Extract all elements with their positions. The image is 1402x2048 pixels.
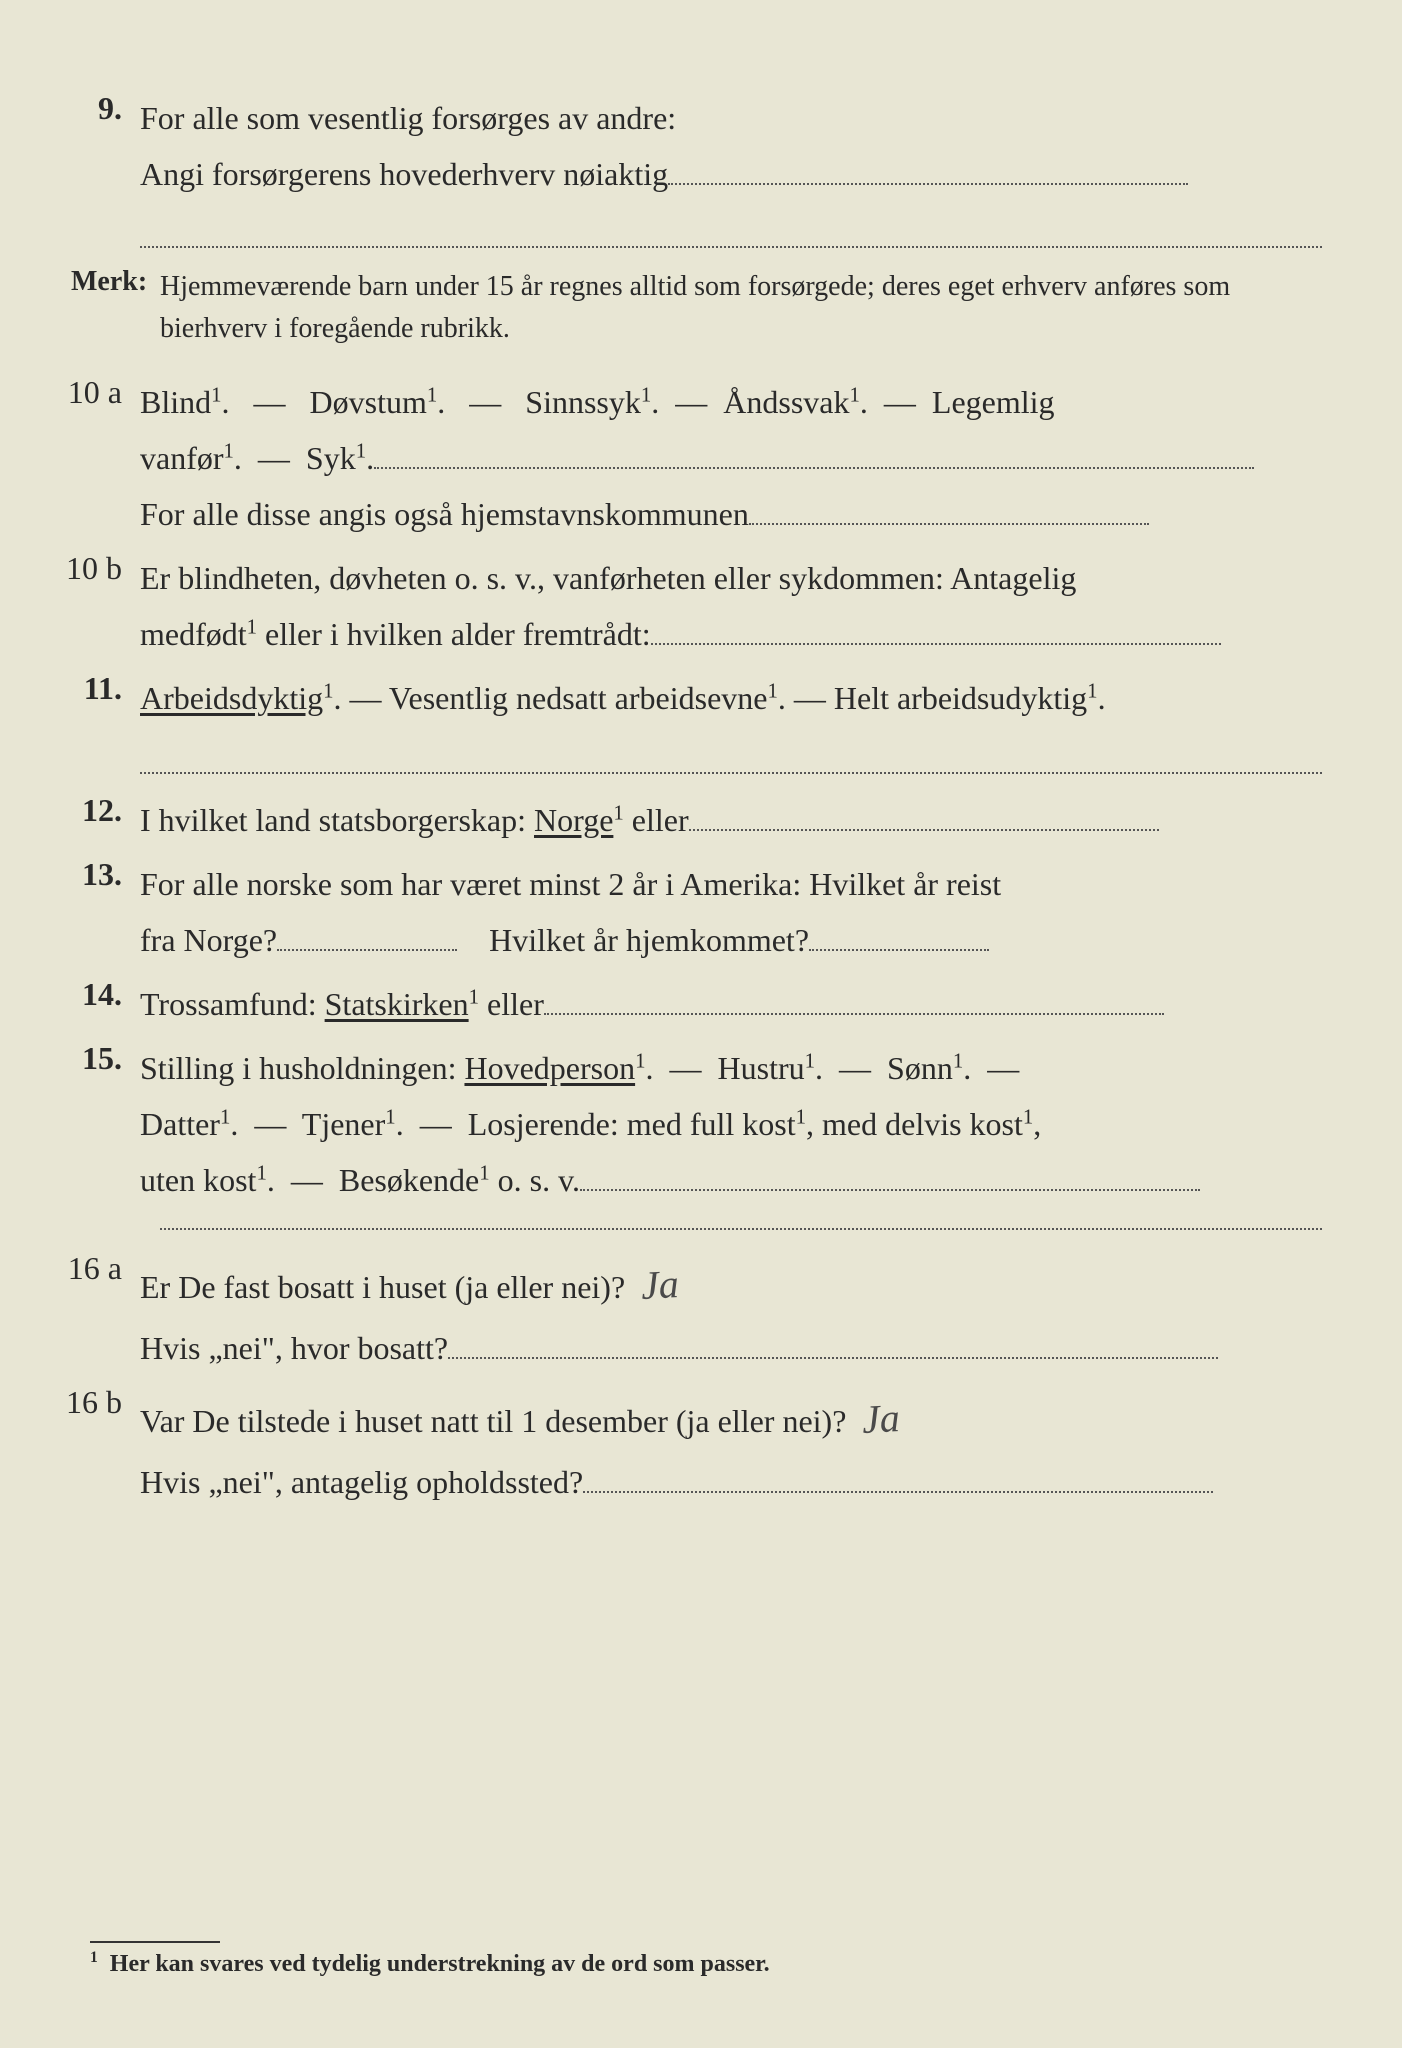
- opt-vanfor: vanfør: [140, 440, 224, 476]
- q15-text4: o. s. v.: [490, 1162, 580, 1198]
- q13-text2: fra Norge?: [140, 922, 277, 958]
- question-14: 14. Trossamfund: Statskirken1 eller: [65, 976, 1322, 1032]
- question-15: 15. Stilling i husholdningen: Hovedperso…: [65, 1040, 1322, 1208]
- opt-datter: Datter: [140, 1106, 220, 1142]
- q16b-number: 16 b: [65, 1384, 140, 1421]
- fill-line[interactable]: [374, 437, 1254, 469]
- q9-line2: Angi forsørgerens hovederhverv nøiaktig: [140, 156, 668, 192]
- q12-text1: I hvilket land statsborgerskap:: [140, 802, 534, 838]
- q16b-text2: Hvis „nei", antagelig opholdssted?: [140, 1464, 583, 1500]
- opt-statskirken: Statskirken: [325, 986, 469, 1022]
- q10b-text3: eller i hvilken alder fremtrådt:: [257, 616, 651, 652]
- question-10a: 10 a Blind1. — Døvstum1. — Sinnssyk1. — …: [65, 374, 1322, 542]
- question-16b: 16 b Var De tilstede i huset natt til 1 …: [65, 1384, 1322, 1510]
- q14-text2: eller: [479, 986, 544, 1022]
- fill-line[interactable]: [749, 493, 1149, 525]
- q15-text2: Losjerende: med full kost: [468, 1106, 796, 1142]
- opt-legemlig: Legemlig: [932, 384, 1055, 420]
- q10a-number: 10 a: [65, 374, 140, 411]
- q11-content: Arbeidsdyktig1. — Vesentlig nedsatt arbe…: [140, 670, 1322, 774]
- footnote: 1 Her kan svares ved tydelig understrekn…: [90, 1949, 770, 1978]
- q11-number: 11.: [65, 670, 140, 707]
- fill-line[interactable]: [809, 919, 989, 951]
- opt-nedsatt: Vesentlig nedsatt arbeidsevne: [389, 680, 768, 716]
- merk-label: Merk:: [65, 266, 160, 350]
- opt-hustru: Hustru: [718, 1050, 805, 1086]
- fill-line-full[interactable]: [140, 750, 1322, 774]
- q13-text1: For alle norske som har været minst 2 år…: [140, 866, 1001, 902]
- question-9: 9. For alle som vesentlig forsørges av a…: [65, 90, 1322, 248]
- q13-text3: Hvilket år hjemkommet?: [489, 922, 809, 958]
- q9-number: 9.: [65, 90, 140, 127]
- fill-line[interactable]: [544, 983, 1164, 1015]
- question-12: 12. I hvilket land statsborgerskap: Norg…: [65, 792, 1322, 848]
- q12-text2: eller: [624, 802, 689, 838]
- merk-note: Merk: Hjemmeværende barn under 15 år reg…: [65, 266, 1322, 350]
- q16a-answer: Ja: [639, 1249, 680, 1321]
- opt-syk: Syk: [306, 440, 356, 476]
- q15-number: 15.: [65, 1040, 140, 1077]
- q16a-text1: Er De fast bosatt i huset (ja eller nei)…: [140, 1269, 625, 1305]
- footnote-text: Her kan svares ved tydelig understreknin…: [110, 1951, 770, 1977]
- q10a-line3: For alle disse angis også hjemstavnskomm…: [140, 496, 749, 532]
- q12-content: I hvilket land statsborgerskap: Norge1 e…: [140, 792, 1322, 848]
- footnote-rule: [90, 1941, 220, 1943]
- q12-number: 12.: [65, 792, 140, 829]
- question-16a: 16 a Er De fast bosatt i huset (ja eller…: [65, 1250, 1322, 1376]
- section-divider: [160, 1228, 1322, 1230]
- opt-sinnssyk: Sinnssyk: [525, 384, 641, 420]
- q15-text1: Stilling i husholdningen:: [140, 1050, 464, 1086]
- q15-content: Stilling i husholdningen: Hovedperson1. …: [140, 1040, 1322, 1208]
- question-13: 13. For alle norske som har været minst …: [65, 856, 1322, 968]
- opt-norge: Norge: [534, 802, 613, 838]
- question-10b: 10 b Er blindheten, døvheten o. s. v., v…: [65, 550, 1322, 662]
- fill-line[interactable]: [277, 919, 457, 951]
- q16b-content: Var De tilstede i huset natt til 1 desem…: [140, 1384, 1322, 1510]
- fill-line[interactable]: [651, 613, 1221, 645]
- opt-andssvak: Åndssvak: [723, 384, 849, 420]
- opt-udyktig: Helt arbeidsudyktig: [834, 680, 1087, 716]
- q16a-text2: Hvis „nei", hvor bosatt?: [140, 1330, 448, 1366]
- opt-dovstum: Døvstum: [310, 384, 427, 420]
- opt-besokende: Besøkende: [339, 1162, 479, 1198]
- q16a-content: Er De fast bosatt i huset (ja eller nei)…: [140, 1250, 1322, 1376]
- opt-hovedperson: Hovedperson: [464, 1050, 635, 1086]
- q13-content: For alle norske som har været minst 2 år…: [140, 856, 1322, 968]
- question-11: 11. Arbeidsdyktig1. — Vesentlig nedsatt …: [65, 670, 1322, 774]
- opt-utenkost: uten kost: [140, 1162, 256, 1198]
- opt-blind: Blind: [140, 384, 211, 420]
- q13-number: 13.: [65, 856, 140, 893]
- q16b-text1: Var De tilstede i huset natt til 1 desem…: [140, 1403, 846, 1439]
- fill-line[interactable]: [583, 1461, 1213, 1493]
- fill-line[interactable]: [668, 153, 1188, 185]
- q9-content: For alle som vesentlig forsørges av andr…: [140, 90, 1322, 248]
- q15-text3: , med delvis kost: [806, 1106, 1023, 1142]
- fill-line[interactable]: [689, 799, 1159, 831]
- opt-tjener: Tjener: [302, 1106, 386, 1142]
- q10a-content: Blind1. — Døvstum1. — Sinnssyk1. — Åndss…: [140, 374, 1322, 542]
- q9-line1: For alle som vesentlig forsørges av andr…: [140, 100, 676, 136]
- footnote-marker: 1: [90, 1949, 98, 1966]
- merk-text: Hjemmeværende barn under 15 år regnes al…: [160, 266, 1322, 350]
- opt-sonn: Sønn: [887, 1050, 953, 1086]
- q14-content: Trossamfund: Statskirken1 eller: [140, 976, 1322, 1032]
- fill-line-full[interactable]: [140, 224, 1322, 248]
- opt-arbeidsdyktig: Arbeidsdyktig: [140, 680, 323, 716]
- q14-number: 14.: [65, 976, 140, 1013]
- fill-line[interactable]: [448, 1327, 1218, 1359]
- q10b-number: 10 b: [65, 550, 140, 587]
- fill-line[interactable]: [580, 1159, 1200, 1191]
- q10b-text2: medfødt: [140, 616, 247, 652]
- q16a-number: 16 a: [65, 1250, 140, 1287]
- q10b-text1: Er blindheten, døvheten o. s. v., vanfør…: [140, 560, 1076, 596]
- q10b-content: Er blindheten, døvheten o. s. v., vanfør…: [140, 550, 1322, 662]
- q16b-answer: Ja: [861, 1383, 902, 1455]
- q14-text1: Trossamfund:: [140, 986, 325, 1022]
